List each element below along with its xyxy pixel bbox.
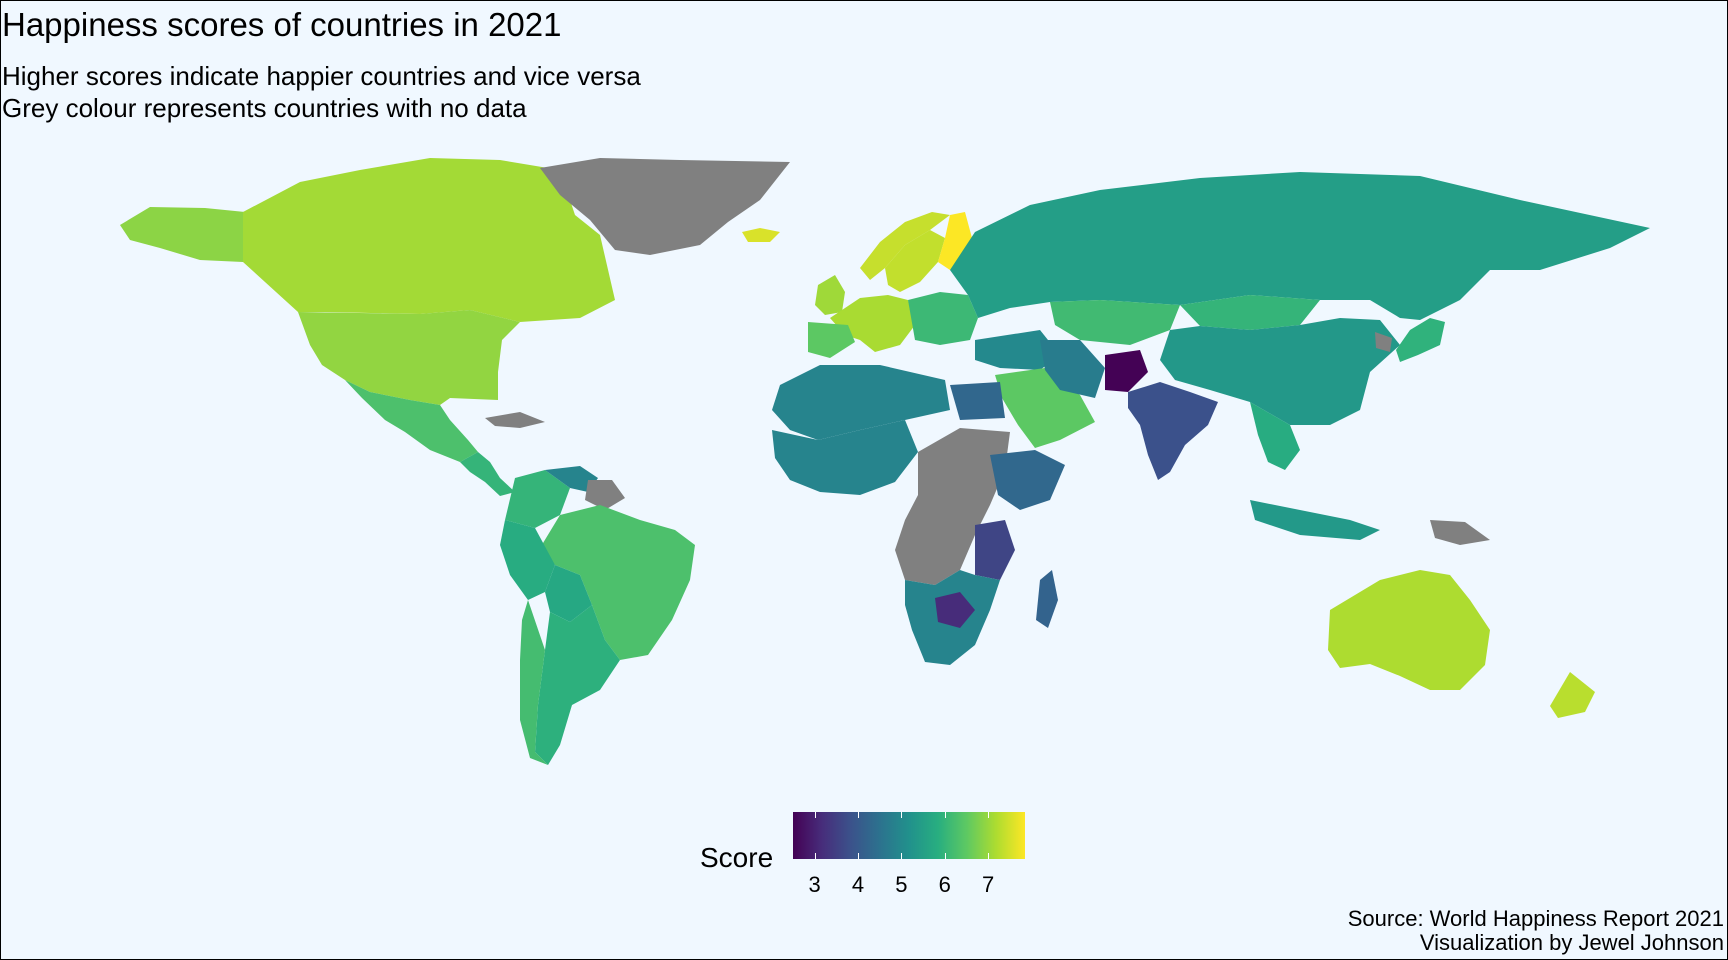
legend-tick bbox=[944, 853, 946, 859]
country-bolivia bbox=[545, 565, 592, 622]
legend-tick-label: 5 bbox=[895, 872, 908, 897]
country-western-europe bbox=[830, 295, 915, 352]
country-argentina bbox=[535, 605, 620, 765]
country-central-africa bbox=[895, 428, 1010, 585]
country-indonesia bbox=[1250, 500, 1380, 540]
country-united-states bbox=[298, 310, 520, 405]
chart-title: Happiness scores of countries in 2021 bbox=[2, 6, 562, 43]
country-sweden bbox=[885, 230, 945, 292]
legend-title: Score bbox=[700, 842, 774, 873]
country-alaska bbox=[120, 207, 245, 262]
country-peru bbox=[500, 520, 555, 600]
country-china bbox=[1160, 318, 1400, 425]
legend-tick bbox=[858, 853, 860, 859]
country-mongolia bbox=[1180, 295, 1320, 330]
legend-tick-label: 6 bbox=[938, 872, 951, 897]
country-central-america bbox=[460, 452, 515, 496]
country-chile bbox=[520, 600, 548, 765]
caption: Source: World Happiness Report 2021 Visu… bbox=[1348, 907, 1724, 955]
legend-tick bbox=[858, 812, 860, 818]
country-middle-east bbox=[975, 330, 1060, 370]
legend: Score 3 4 5 6 7 bbox=[700, 812, 1040, 902]
legend-tick bbox=[988, 812, 990, 818]
subtitle-line: Higher scores indicate happier countries… bbox=[2, 61, 641, 91]
legend-tick bbox=[814, 812, 816, 818]
country-sahara-band bbox=[772, 365, 950, 440]
country-horn-of-africa bbox=[990, 450, 1065, 510]
legend-colorbar bbox=[793, 812, 1025, 859]
country-japan bbox=[1396, 318, 1445, 362]
country-north-korea bbox=[1375, 332, 1392, 352]
country-greenland bbox=[540, 158, 790, 255]
country-afghanistan bbox=[1105, 350, 1148, 392]
legend-tick bbox=[814, 853, 816, 859]
legend-tick bbox=[944, 812, 946, 818]
country-iceland bbox=[742, 228, 780, 242]
country-guiana-shield bbox=[585, 480, 625, 510]
chart-subtitle: Higher scores indicate happier countries… bbox=[2, 60, 641, 124]
caption-line: Source: World Happiness Report 2021 bbox=[1347, 906, 1724, 931]
country-australia bbox=[1328, 570, 1490, 690]
country-united-kingdom bbox=[815, 275, 845, 315]
country-brazil bbox=[540, 505, 695, 660]
country-papua-new-guinea bbox=[1430, 520, 1490, 545]
legend-tick bbox=[988, 853, 990, 859]
legend-tick-label: 7 bbox=[982, 872, 995, 897]
country-new-zealand bbox=[1550, 672, 1595, 718]
country-eastern-europe bbox=[908, 292, 978, 345]
country-iberia bbox=[808, 322, 855, 358]
subtitle-line: Grey colour represents countries with no… bbox=[2, 93, 527, 123]
country-venezuela bbox=[545, 466, 598, 492]
legend-tick-label: 4 bbox=[851, 872, 865, 897]
country-egypt bbox=[950, 382, 1005, 420]
legend-tick bbox=[901, 853, 903, 859]
country-canada bbox=[243, 158, 615, 322]
country-kazakhstan bbox=[1050, 300, 1180, 345]
country-caribbean bbox=[485, 412, 545, 428]
caption-line: Visualization by Jewel Johnson bbox=[1419, 930, 1724, 955]
country-colombia bbox=[505, 470, 570, 528]
country-iran bbox=[1040, 340, 1105, 398]
country-tanzania bbox=[975, 520, 1015, 580]
country-russia bbox=[950, 172, 1650, 320]
country-southeast-asia bbox=[1250, 402, 1300, 470]
country-india bbox=[1128, 382, 1218, 480]
country-mexico bbox=[345, 380, 478, 462]
country-zimbabwe bbox=[935, 592, 975, 628]
legend-tick bbox=[901, 812, 903, 818]
country-madagascar bbox=[1036, 570, 1058, 628]
country-norway bbox=[860, 212, 950, 280]
legend-tick-label: 3 bbox=[808, 872, 821, 897]
country-west-africa bbox=[772, 420, 918, 495]
